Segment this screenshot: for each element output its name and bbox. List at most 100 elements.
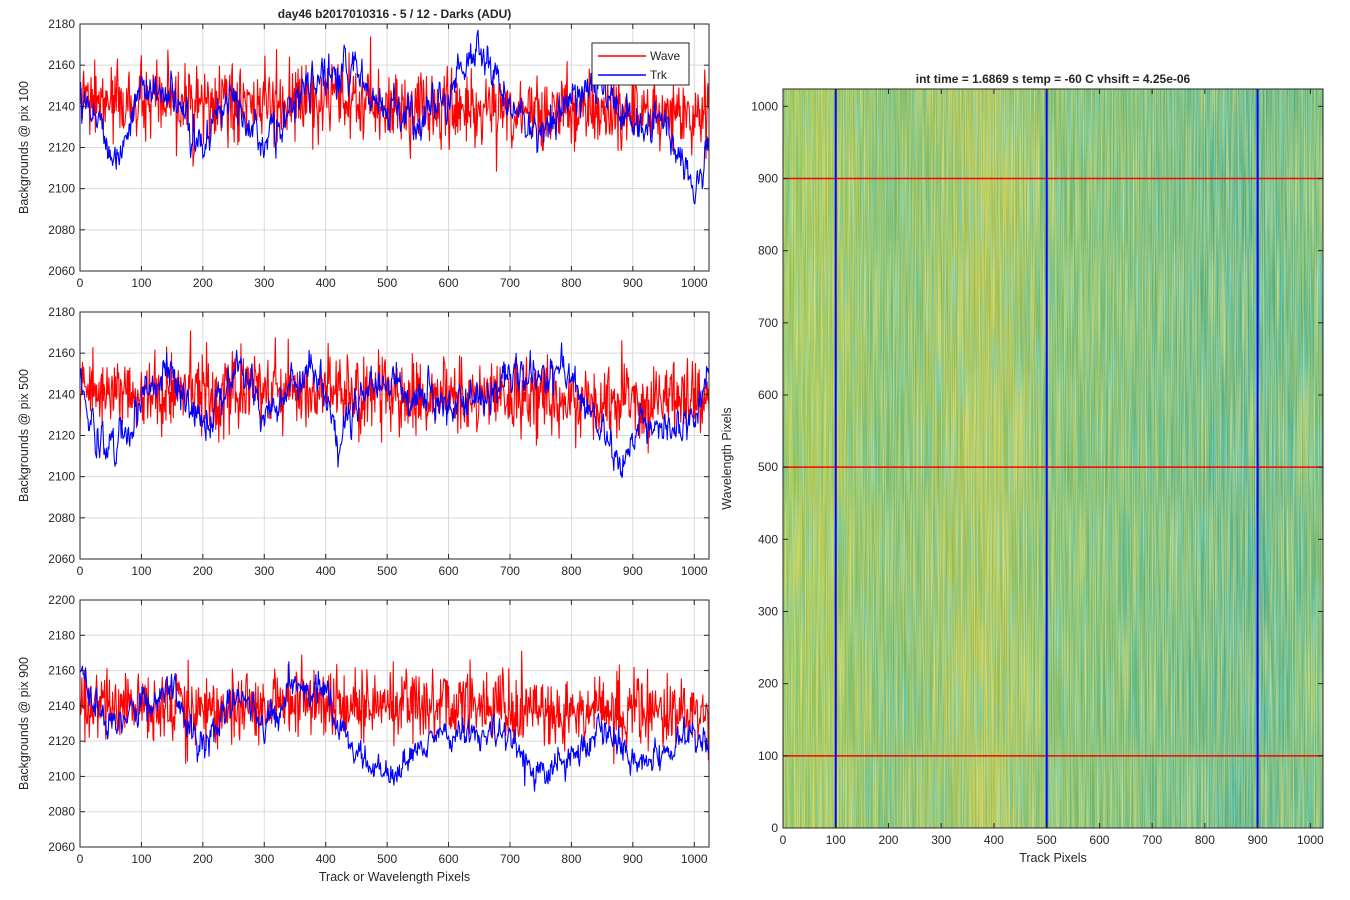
x-tick-label: 500 — [377, 564, 397, 578]
x-tick-label: 0 — [77, 564, 84, 578]
y-axis-label: Backgrounds @ pix 100 — [17, 81, 31, 214]
y-tick-label: 2060 — [48, 840, 75, 854]
x-tick-label: 1000 — [681, 852, 708, 866]
x-tick-label: 600 — [439, 564, 459, 578]
y-tick-label: 2120 — [48, 734, 75, 748]
x-tick-label: 200 — [878, 833, 898, 847]
y-axis-label: Backgrounds @ pix 500 — [17, 369, 31, 502]
x-tick-label: 600 — [439, 276, 459, 290]
legend: Wave Trk — [591, 42, 690, 86]
y-tick-label: 2160 — [48, 664, 75, 678]
x-tick-label: 200 — [193, 564, 213, 578]
x-tick-label: 200 — [193, 852, 213, 866]
x-tick-label: 0 — [77, 276, 84, 290]
x-tick-label: 300 — [254, 276, 274, 290]
y-tick-label: 900 — [758, 171, 778, 185]
legend-label: Trk — [650, 68, 668, 82]
line-panel-3: 0 100 200 300 400 500 600 700 800 900 1000 2060 2080… — [17, 593, 710, 884]
x-axis-label: Track Pixels — [1019, 851, 1087, 865]
x-tick-label: 900 — [623, 564, 643, 578]
x-tick-label: 800 — [561, 564, 581, 578]
x-tick-label: 200 — [193, 276, 213, 290]
x-tick-label: 300 — [254, 564, 274, 578]
x-tick-label: 700 — [1142, 833, 1162, 847]
x-axis-label: Track or Wavelength Pixels — [319, 870, 470, 884]
x-tick-label: 600 — [1089, 833, 1109, 847]
legend-box — [591, 42, 690, 86]
x-tick-label: 0 — [77, 852, 84, 866]
x-tick-label: 100 — [131, 276, 151, 290]
y-tick-label: 400 — [758, 532, 778, 546]
x-tick-label: 700 — [500, 564, 520, 578]
series-line-wave — [80, 36, 709, 172]
x-tick-label: 400 — [316, 564, 336, 578]
x-tick-label: 100 — [131, 564, 151, 578]
x-tick-label: 400 — [316, 852, 336, 866]
line-panel-1: 0 100 200 300 400 500 600 700 800 900 1000 2060 2080… — [17, 7, 710, 290]
y-tick-label: 200 — [758, 677, 778, 691]
x-tick-label: 600 — [439, 852, 459, 866]
x-tick-label: 100 — [826, 833, 846, 847]
y-axis-label: Wavelength Pixels — [720, 407, 734, 509]
y-tick-label: 2140 — [48, 387, 75, 401]
plot-area — [80, 650, 709, 792]
y-tick-label: 100 — [758, 749, 778, 763]
y-tick-label: 0 — [771, 821, 778, 835]
chart-title: day46 b2017010316 - 5 / 12 - Darks (ADU) — [278, 7, 511, 21]
series-line-wave — [80, 330, 709, 454]
line-panel-2: 0 100 200 300 400 500 600 700 800 900 1000 2060 2080… — [17, 305, 710, 578]
y-tick-label: 2180 — [48, 17, 75, 31]
y-tick-label: 2100 — [48, 182, 75, 196]
y-tick-label: 2180 — [48, 305, 75, 319]
heatmap-image — [783, 89, 1323, 828]
y-tick-label: 2140 — [48, 699, 75, 713]
x-tick-label: 1000 — [681, 564, 708, 578]
y-tick-label: 2060 — [48, 264, 75, 278]
y-tick-label: 600 — [758, 388, 778, 402]
y-tick-label: 800 — [758, 244, 778, 258]
x-tick-label: 800 — [561, 276, 581, 290]
x-tick-label: 800 — [561, 852, 581, 866]
x-tick-label: 900 — [623, 852, 643, 866]
x-tick-label: 500 — [377, 852, 397, 866]
y-tick-label: 300 — [758, 604, 778, 618]
x-tick-label: 1000 — [1297, 833, 1324, 847]
y-tick-label: 2080 — [48, 805, 75, 819]
x-tick-label: 100 — [131, 852, 151, 866]
y-tick-label: 2160 — [48, 58, 75, 72]
y-axis-label: Backgrounds @ pix 900 — [17, 657, 31, 790]
x-tick-label: 400 — [316, 276, 336, 290]
x-tick-label: 700 — [500, 276, 520, 290]
series-line-trk — [80, 661, 709, 792]
axes-box — [782, 88, 1324, 829]
axes-box — [79, 599, 710, 848]
y-tick-label: 2140 — [48, 99, 75, 113]
x-tick-label: 900 — [623, 276, 643, 290]
y-tick-label: 2160 — [48, 346, 75, 360]
x-tick-label: 900 — [1248, 833, 1268, 847]
legend-label: Wave — [650, 49, 681, 63]
heatmap-texture-warm — [783, 89, 1323, 828]
x-tick-label: 500 — [1037, 833, 1057, 847]
y-tick-label: 1000 — [751, 99, 778, 113]
y-tick-label: 2060 — [48, 552, 75, 566]
y-tick-label: 2080 — [48, 223, 75, 237]
x-tick-label: 500 — [377, 276, 397, 290]
x-tick-label: 800 — [1195, 833, 1215, 847]
x-tick-label: 700 — [500, 852, 520, 866]
series-line-wave — [80, 650, 709, 765]
y-tick-label: 2180 — [48, 628, 75, 642]
x-tick-label: 400 — [984, 833, 1004, 847]
x-tick-label: 300 — [931, 833, 951, 847]
y-tick-label: 2100 — [48, 470, 75, 484]
y-tick-label: 500 — [758, 460, 778, 474]
x-tick-label: 0 — [780, 833, 787, 847]
chart-title: int time = 1.6869 s temp = -60 C vhsift … — [916, 72, 1191, 86]
y-tick-label: 2080 — [48, 511, 75, 525]
y-tick-label: 2100 — [48, 769, 75, 783]
y-tick-label: 2120 — [48, 429, 75, 443]
x-tick-label: 1000 — [681, 276, 708, 290]
heatmap-panel: 0 100 200 300 400 500 600 700 800 900 1000 0 100 200 3… — [720, 72, 1324, 865]
plot-area — [80, 330, 709, 478]
